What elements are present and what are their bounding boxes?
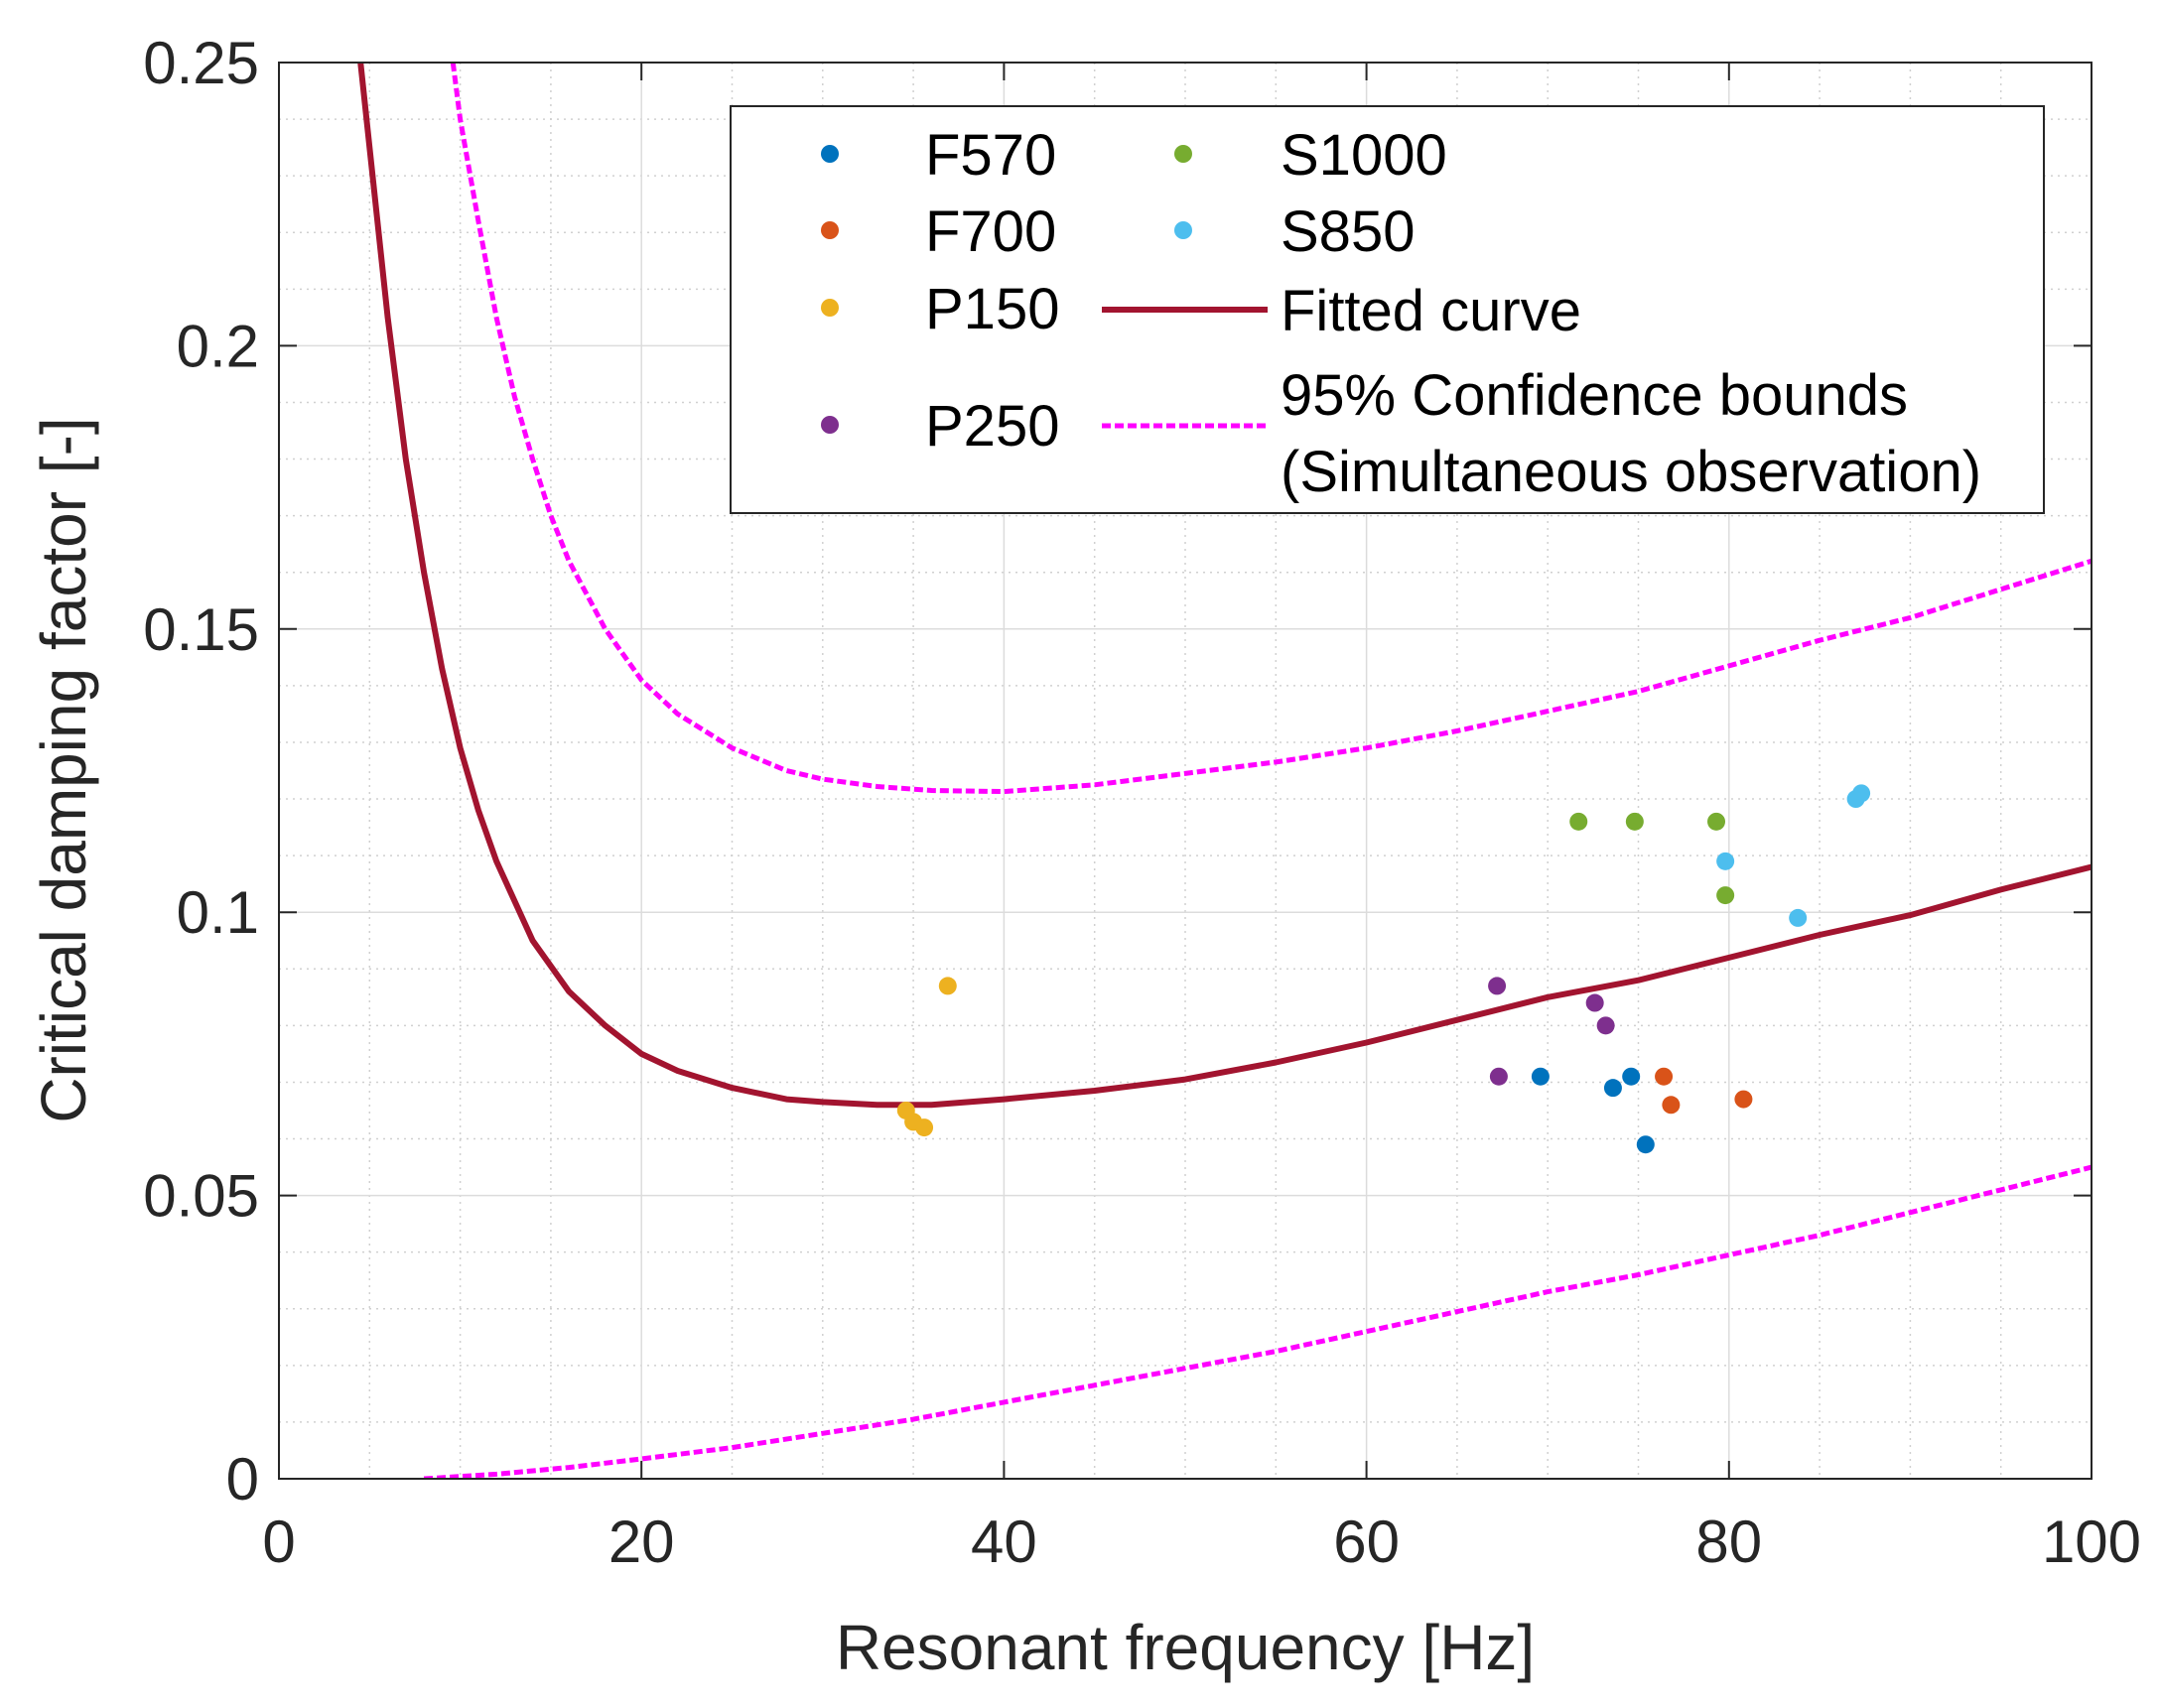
confidence-bound-upper-line [450,63,2092,795]
x-tick-label: 60 [1333,1509,1400,1575]
y-tick-label: 0.15 [143,596,259,663]
y-axis-label: Critical damping factor [-] [28,417,99,1122]
y-tick-label: 0 [226,1446,259,1512]
legend-label-p250: P250 [925,394,1059,459]
legend-label-confidence-bounds: 95% Confidence bounds [1281,363,1908,428]
x-axis-label: Resonant frequency [Hz] [836,1612,1535,1683]
legend-label-s1000: S1000 [1281,123,1447,188]
data-point-f570 [1531,1067,1550,1086]
data-point-f570 [1603,1079,1622,1098]
legend-label-f570: F570 [925,123,1056,188]
data-point-s1000 [1716,886,1735,905]
legend-label-fitted-curve: Fitted curve [1281,279,1581,343]
data-point-p250 [1488,977,1507,995]
y-tick-label: 0.05 [143,1163,259,1230]
legend-box [730,105,2045,514]
data-point-p150 [915,1118,934,1137]
y-tick-labels: 0 0.05 0.1 0.15 0.2 0.25 [143,30,259,1512]
data-point-f700 [1655,1067,1674,1086]
legend-marker-f570 [821,145,839,163]
data-point-s1000 [1569,812,1588,831]
legend-marker-f700 [821,221,839,239]
legend-label-s850: S850 [1281,199,1415,264]
legend-marker-p250 [821,416,839,434]
y-tick-label: 0.1 [177,879,259,946]
y-tick-label: 0.25 [143,30,259,96]
plot-frame [278,62,2092,1480]
axis-ticks [278,62,2092,1480]
data-point-f700 [1734,1090,1753,1109]
data-point-s850 [1789,908,1808,927]
x-tick-label: 100 [2042,1509,2141,1575]
data-point-s850 [1852,784,1871,803]
legend-label-p150: P150 [925,277,1059,341]
legend: F570 F700 P150 P250 S1000 S850 Fitted curve 95%… [730,105,2045,514]
x-tick-label: 80 [1695,1509,1762,1575]
legend-marker-s850 [1174,221,1192,239]
data-point-s1000 [1707,812,1726,831]
legend-label-f700: F700 [925,199,1056,264]
data-point-f570 [1636,1135,1655,1154]
legend-marker-s1000 [1174,145,1192,163]
y-tick-label: 0.2 [177,313,259,379]
data-point-f570 [1622,1067,1641,1086]
data-point-p150 [938,977,957,995]
x-tick-label: 0 [262,1509,295,1575]
plot-content [357,63,2092,1479]
data-point-p250 [1596,1016,1615,1035]
data-point-f700 [1662,1096,1681,1115]
data-point-s1000 [1625,812,1644,831]
legend-marker-p150 [821,299,839,317]
data-point-s850 [1716,852,1735,870]
x-tick-label: 20 [608,1509,675,1575]
x-tick-labels: 0 20 40 60 80 100 [262,1509,2141,1575]
data-point-p250 [1585,993,1604,1012]
data-point-p250 [1489,1067,1508,1086]
x-tick-label: 40 [971,1509,1037,1575]
fitted-curve-line [357,63,2092,1109]
legend-label-confidence-bounds-line2: (Simultaneous observation) [1281,440,1981,504]
confidence-bound-lower-line [423,1164,2092,1479]
